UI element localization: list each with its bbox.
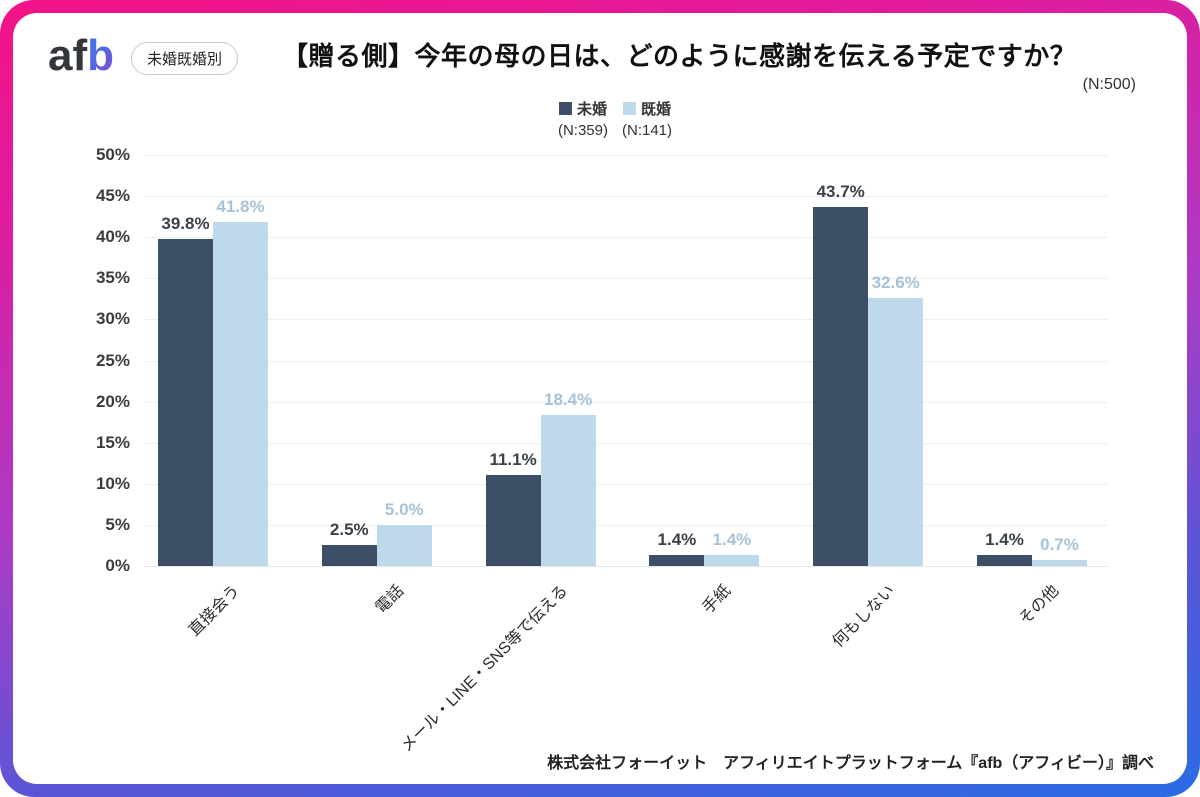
- value-label-既婚-直接会う: 41.8%: [216, 197, 265, 217]
- gridline-15: [145, 442, 1108, 444]
- bar-既婚-何もしない: [868, 298, 924, 566]
- y-tick-40: 40%: [95, 227, 130, 247]
- gridline-10: [145, 483, 1108, 485]
- value-label-未婚-その他: 1.4%: [985, 529, 1024, 549]
- value-label-未婚-電話: 2.5%: [329, 520, 369, 540]
- logo-text-af: af: [48, 31, 88, 80]
- value-label-未婚-何もしない: 43.7%: [816, 181, 865, 201]
- sample-size-total: (N:500): [1082, 76, 1136, 93]
- gridline-5: [145, 524, 1108, 526]
- value-label-既婚-メール・LINE・SNS等で伝える: 18.4%: [543, 389, 593, 409]
- gridline-40: [145, 237, 1108, 239]
- value-label-既婚-何もしない: 32.6%: [871, 273, 920, 293]
- plot-area: 0% 5% 10% 15% 20% 25% 30% 35% 40% 45% 50% 39.8% 41.8…: [96, 145, 1108, 755]
- gridline-45: [145, 196, 1108, 198]
- y-tick-25: 25%: [95, 350, 130, 370]
- legend-swatch-unmarried: [558, 102, 572, 115]
- value-label-既婚-電話: 5.0%: [384, 499, 424, 519]
- legend-item-married: 既婚 (N:141): [622, 98, 672, 139]
- bar-未婚-手紙: [649, 554, 705, 566]
- bar-既婚-電話: [376, 524, 432, 566]
- bar-既婚-メール・LINE・SNS等で伝える: [540, 414, 596, 566]
- y-tick-30: 30%: [95, 309, 130, 329]
- gridline-35: [145, 278, 1108, 280]
- value-label-既婚-その他: 0.7%: [1040, 535, 1079, 555]
- y-tick-35: 35%: [95, 268, 130, 288]
- gridline-25: [145, 360, 1108, 362]
- y-tick-20: 20%: [95, 391, 130, 411]
- value-label-未婚-直接会う: 39.8%: [161, 213, 210, 233]
- gridline-0: [145, 566, 1108, 567]
- page-title: 【贈る側】今年の母の日は、どのように感謝を伝える予定ですか？: [282, 41, 1077, 71]
- bar-未婚-その他: [977, 554, 1032, 566]
- bar-未婚-電話: [321, 545, 377, 566]
- legend-label-married: 既婚: [641, 101, 672, 118]
- value-label-既婚-手紙: 1.4%: [712, 529, 752, 549]
- legend-n-married: (N:141): [622, 122, 673, 139]
- logo-text-b: b: [87, 31, 115, 80]
- source-credit: 株式会社フォーイット アフィリエイトプラットフォーム『afb（アフィビー）』調べ: [547, 755, 1154, 772]
- value-label-未婚-手紙: 1.4%: [657, 529, 697, 549]
- y-tick-5: 5%: [105, 514, 130, 534]
- bar-既婚-直接会う: [213, 222, 268, 566]
- legend-n-unmarried: (N:359): [557, 122, 608, 139]
- afb-logo: afb: [48, 34, 114, 78]
- bar-既婚-その他: [1032, 560, 1087, 566]
- gridline-30: [145, 319, 1108, 321]
- y-tick-0: 0%: [105, 556, 130, 575]
- y-tick-45: 45%: [95, 186, 130, 206]
- legend-item-unmarried: 未婚 (N:359): [558, 98, 608, 139]
- bar-未婚-直接会う: [158, 238, 213, 566]
- y-tick-15: 15%: [95, 432, 130, 452]
- value-label-未婚-メール・LINE・SNS等で伝える: 11.1%: [489, 449, 537, 469]
- chart-legend: 未婚 (N:359) 既婚 (N:141): [558, 98, 672, 139]
- gridline-20: [145, 401, 1108, 403]
- y-tick-10: 10%: [95, 473, 130, 493]
- category-badge: 未婚既婚別: [131, 42, 239, 75]
- bar-既婚-手紙: [704, 554, 760, 566]
- bar-未婚-メール・LINE・SNS等で伝える: [485, 474, 541, 566]
- legend-swatch-married: [623, 102, 636, 115]
- legend-label-unmarried: 未婚: [576, 101, 607, 118]
- bar-未婚-何もしない: [813, 206, 869, 566]
- gridline-50: [145, 155, 1108, 156]
- y-tick-50: 50%: [95, 145, 130, 164]
